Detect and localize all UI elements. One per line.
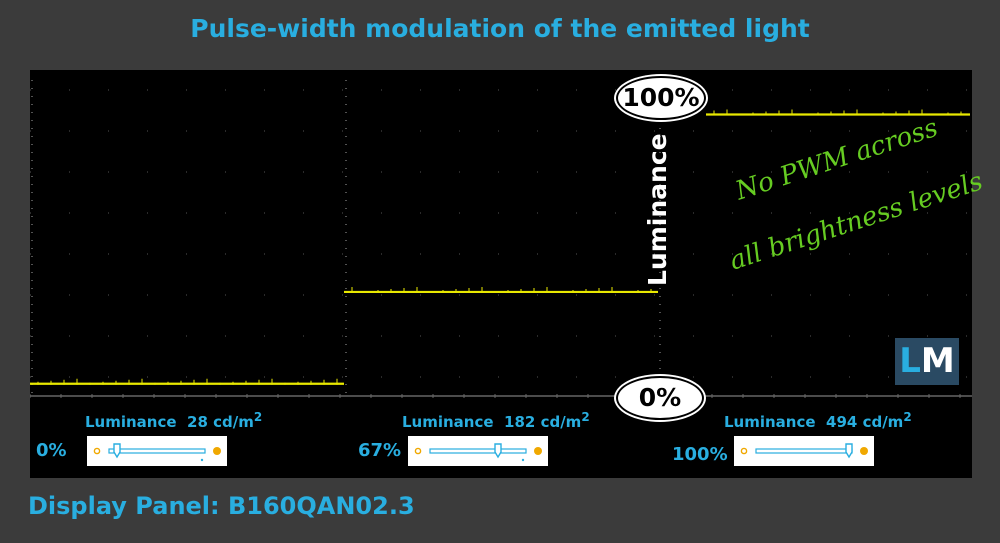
luminance-label-2: Luminance 494 cd/m2 (724, 410, 912, 431)
plot-svg (30, 80, 972, 398)
luminance-label-1: Luminance 182 cd/m2 (402, 410, 590, 431)
brightness-slider-0 (87, 436, 227, 466)
brightness-slider-1 (408, 436, 548, 466)
level-label-2: 100% (672, 444, 728, 465)
oscilloscope-plot: 100% 0% Luminance No PWM across all brig… (30, 70, 986, 478)
label-100-percent: 100% (616, 76, 706, 120)
level-label-0: 0% (36, 440, 67, 461)
display-panel-footer: Display Panel: B160QAN02.3 (28, 492, 415, 520)
luminance-label-0: Luminance 28 cd/m2 (85, 410, 263, 431)
chart-title: Pulse-width modulation of the emitted li… (190, 14, 810, 43)
label-0-percent: 0% (616, 376, 704, 420)
level-label-1: 67% (358, 440, 402, 461)
brightness-slider-2 (734, 436, 874, 466)
lm-logo: LM (895, 338, 959, 385)
